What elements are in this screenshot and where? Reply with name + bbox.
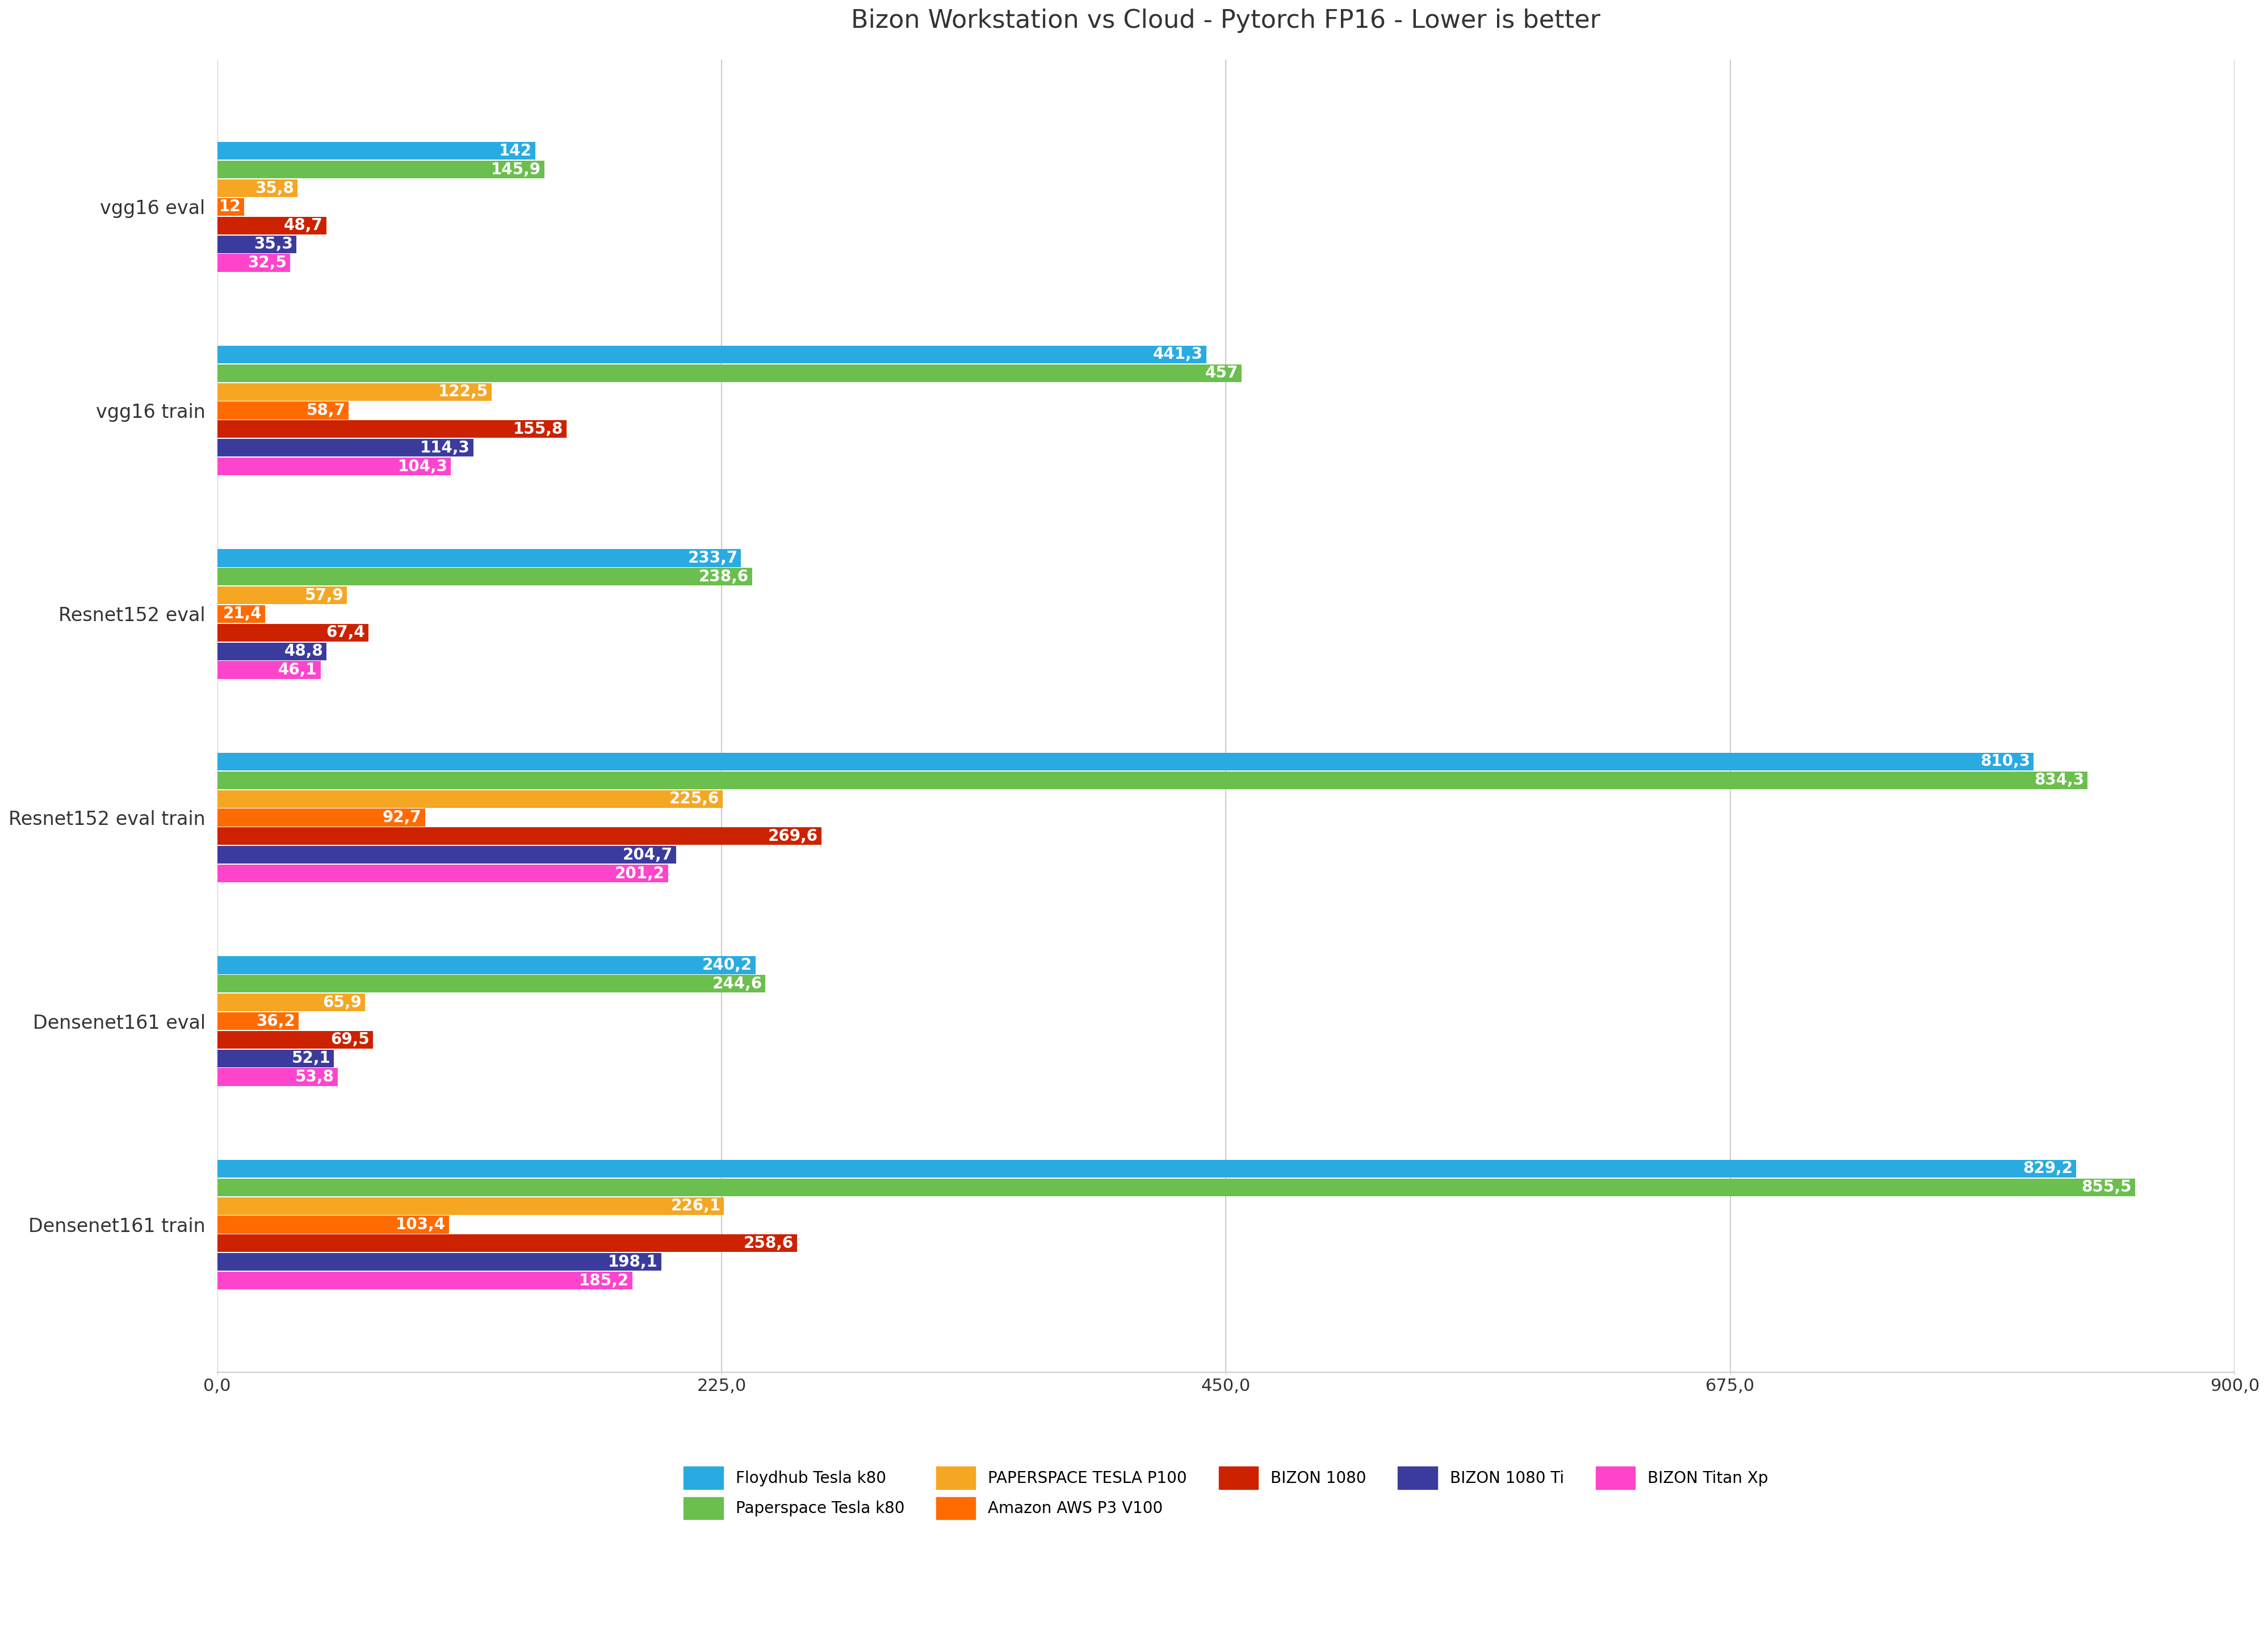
Bar [218,567,753,585]
Text: 204,7: 204,7 [624,848,674,862]
Text: 35,8: 35,8 [254,181,295,196]
Text: 855,5: 855,5 [2082,1180,2132,1195]
Bar [218,1178,2134,1196]
Text: 225,6: 225,6 [669,791,719,807]
Text: 810,3: 810,3 [1980,753,2030,769]
Text: 92,7: 92,7 [383,810,422,825]
Text: 142: 142 [499,143,533,158]
Bar [218,828,821,844]
Text: 441,3: 441,3 [1152,347,1202,362]
Text: 269,6: 269,6 [769,828,819,844]
Text: 834,3: 834,3 [2034,773,2084,789]
Text: 198,1: 198,1 [608,1253,658,1270]
Text: 48,8: 48,8 [284,644,324,659]
Bar [218,458,451,476]
Text: 57,9: 57,9 [304,587,345,603]
Text: 103,4: 103,4 [395,1216,445,1232]
Bar [218,994,365,1011]
Bar [218,346,1207,363]
Bar [218,1271,633,1289]
Bar [218,1068,338,1086]
Text: 12: 12 [218,199,240,215]
Bar [218,142,535,160]
Bar [218,605,265,623]
Bar [218,771,2087,789]
Text: 233,7: 233,7 [687,549,737,566]
Bar [218,808,424,826]
Text: 829,2: 829,2 [2023,1161,2073,1177]
Bar [218,1050,333,1068]
Bar [218,662,320,678]
Bar [218,254,290,272]
Bar [218,549,742,567]
Text: 35,3: 35,3 [254,236,293,253]
Legend: Floydhub Tesla k80, Paperspace Tesla k80, PAPERSPACE TESLA P100, Amazon AWS P3 V: Floydhub Tesla k80, Paperspace Tesla k80… [676,1459,1776,1527]
Bar [218,1012,299,1030]
Text: 155,8: 155,8 [513,421,562,437]
Bar [218,864,669,882]
Text: 240,2: 240,2 [703,957,753,973]
Bar [218,421,567,438]
Bar [218,235,297,253]
Bar [218,217,327,235]
Bar [218,383,492,401]
Bar [218,363,1241,381]
Bar [218,642,327,660]
Bar [218,624,367,642]
Text: 32,5: 32,5 [247,254,286,271]
Text: 258,6: 258,6 [744,1236,794,1252]
Text: 104,3: 104,3 [397,458,447,474]
Text: 48,7: 48,7 [284,218,322,233]
Text: 238,6: 238,6 [699,569,748,585]
Bar [218,957,755,975]
Bar [218,1196,723,1214]
Text: 36,2: 36,2 [256,1014,295,1029]
Bar [218,1216,449,1234]
Text: 52,1: 52,1 [293,1050,331,1066]
Bar [218,401,349,419]
Text: 201,2: 201,2 [615,866,665,882]
Bar [218,791,723,808]
Text: 244,6: 244,6 [712,976,762,991]
Bar [218,179,297,197]
Bar [218,199,245,215]
Text: 114,3: 114,3 [420,440,469,456]
Bar [218,1030,372,1048]
Text: 53,8: 53,8 [295,1069,333,1086]
Bar [218,1253,662,1271]
Text: 69,5: 69,5 [331,1032,370,1048]
Text: 58,7: 58,7 [306,403,345,419]
Text: 226,1: 226,1 [671,1198,721,1214]
Bar [218,587,347,605]
Bar [218,438,474,456]
Text: 46,1: 46,1 [279,662,318,678]
Text: 457: 457 [1204,365,1238,381]
Bar [218,975,767,993]
Bar [218,161,544,178]
Bar [218,1234,796,1252]
Text: 67,4: 67,4 [327,624,365,641]
Bar [218,753,2034,771]
Bar [218,846,676,864]
Text: 65,9: 65,9 [322,994,361,1011]
Bar [218,1161,2075,1177]
Text: 145,9: 145,9 [490,161,540,178]
Text: 122,5: 122,5 [438,383,488,399]
Text: 21,4: 21,4 [222,606,261,623]
Text: 185,2: 185,2 [578,1273,628,1289]
Title: Bizon Workstation vs Cloud - Pytorch FP16 - Lower is better: Bizon Workstation vs Cloud - Pytorch FP1… [850,8,1601,33]
